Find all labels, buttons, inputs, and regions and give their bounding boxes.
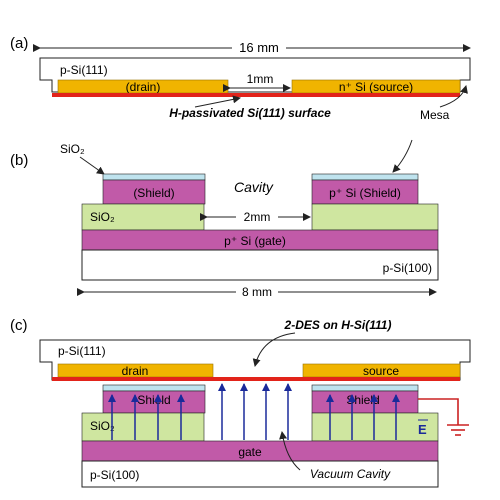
- panel-c-right-sio2-cap: [311, 384, 419, 392]
- panel-a-surface-caption: H-passivated Si(111) surface: [169, 106, 331, 120]
- panel-a-gap-dimension: 1mm: [247, 72, 274, 86]
- panel-a-mesa-label: Mesa: [420, 108, 450, 122]
- panel-c-gate-label: gate: [238, 445, 262, 459]
- panel-c-bottom-substrate-label: p-Si(100): [90, 468, 139, 482]
- panel-c-efield-arrows-cavity: [218, 383, 292, 440]
- panel-c-2des-layer: [52, 377, 460, 381]
- panel-c-label: (c): [10, 317, 28, 334]
- panel-b: (b) SiO₂ Cavity (Shield) p⁺ Si (Shield) …: [10, 139, 439, 299]
- panel-b-substrate-p-si100: [81, 249, 439, 281]
- panel-b-right-sio2-cap: [311, 173, 419, 181]
- panel-b-gap-label-bg: [236, 210, 278, 224]
- panel-c-efield-arrows-left: [108, 394, 185, 440]
- panel-a-mesa-pointer: [439, 85, 468, 108]
- panel-a-surface-pointer: [194, 95, 241, 108]
- panel-c-sio2-label: SiO₂: [90, 419, 115, 433]
- panel-a-width-label-bg: [232, 40, 286, 54]
- panel-b-cavity-label: Cavity: [234, 179, 274, 195]
- panel-b-substrate-label: p-Si(100): [383, 261, 432, 275]
- panel-c: (c) p-Si(111) 2-DES on H-Si(111) drain s…: [10, 317, 471, 488]
- panel-c-left-sio2-cap: [102, 384, 206, 392]
- panel-a-source-label: n⁺ Si (source): [339, 80, 413, 94]
- panel-c-efield-arrows-right: [326, 394, 400, 440]
- panel-b-width-dimension: 8 mm: [242, 285, 272, 299]
- panel-c-right-sio2: [311, 412, 439, 442]
- panel-b-sio2-cap-label: SiO₂: [60, 142, 85, 156]
- panel-b-left-sio2-label: SiO₂: [90, 210, 115, 224]
- panel-b-gate-label: p⁺ Si (gate): [224, 234, 286, 248]
- panel-c-left-sio2: [81, 412, 205, 442]
- panel-c-vacuum-pointer: [279, 431, 301, 471]
- panel-a-width-dimension: 16 mm: [239, 40, 279, 55]
- panel-a-h-passivated-surface: [52, 93, 460, 97]
- panel-a-drain-label: (drain): [126, 80, 161, 94]
- panel-c-2des-label: 2-DES on H-Si(111): [284, 318, 392, 332]
- panel-b-gap-dimension: 2mm: [244, 210, 271, 224]
- panel-b-left-shield-label: (Shield): [133, 186, 174, 200]
- panel-c-vacuum-cavity-label: Vacuum Cavity: [310, 467, 391, 481]
- panel-c-source-label: source: [363, 364, 399, 378]
- panel-c-top-substrate-label: p-Si(111): [58, 344, 106, 358]
- panel-b-mesa-pointer: [392, 139, 413, 173]
- panel-a-label: (a): [10, 35, 28, 52]
- panel-c-bottom-substrate-p-si100: [81, 460, 439, 488]
- panel-b-width-label-bg: [236, 285, 278, 299]
- panel-b-left-sio2: [81, 203, 205, 231]
- panel-b-left-shield: [102, 179, 206, 205]
- panel-c-2des-pointer: [252, 332, 296, 367]
- panel-b-right-shield-label: p⁺ Si (Shield): [329, 186, 401, 200]
- panel-b-label: (b): [10, 152, 28, 169]
- ground-symbol-icon: [418, 398, 469, 436]
- panel-c-left-shield-label: Shield: [137, 393, 170, 407]
- panel-c-efield-label: E: [418, 422, 427, 437]
- panel-b-sio2-cap-pointer: [79, 156, 105, 175]
- panel-c-drain-label: drain: [122, 364, 149, 378]
- panel-a: (a) 16 mm p-Si(111) (drain) n⁺ Si (sourc…: [10, 35, 471, 122]
- panel-b-right-sio2: [311, 203, 439, 231]
- panel-a-substrate-label: p-Si(111): [60, 63, 108, 77]
- panel-b-left-sio2-cap: [102, 173, 206, 181]
